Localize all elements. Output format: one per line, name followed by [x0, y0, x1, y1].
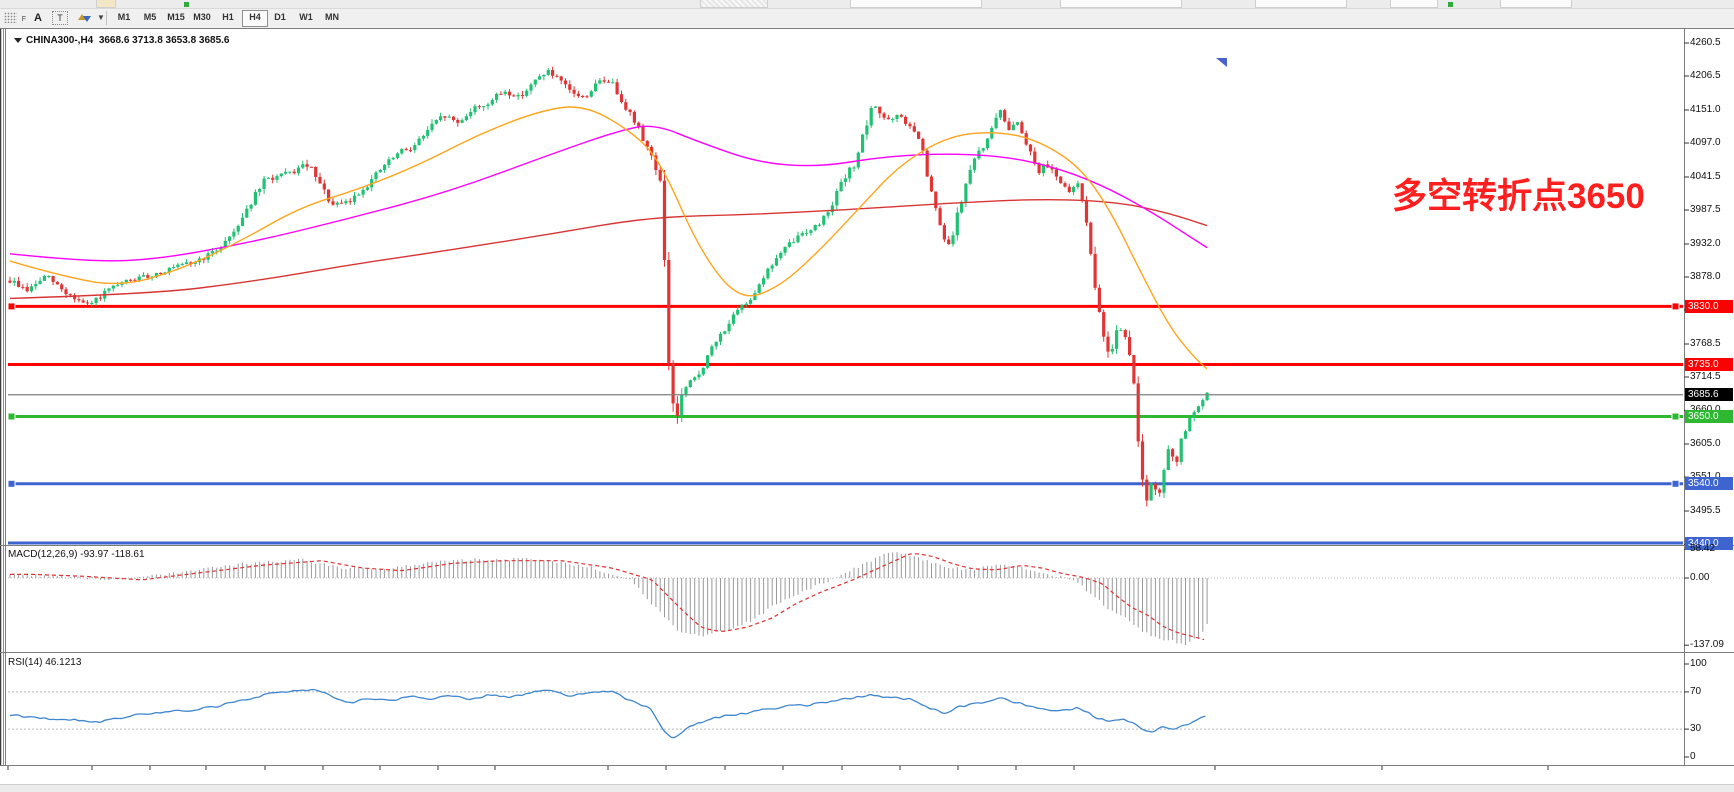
price-tick-label: 3768.5	[1690, 337, 1721, 349]
price-tick-label: 3495.5	[1690, 505, 1721, 517]
clipped-toolbar-row	[0, 0, 1734, 9]
arrows-icon	[77, 14, 86, 20]
rsi-tick-label: 100	[1690, 658, 1707, 669]
window-bottom-edge	[0, 784, 1734, 792]
macd-tick-label: 58.42	[1690, 543, 1716, 555]
level-price-badge: 3650.0	[1685, 409, 1733, 423]
clipped-green-icon	[184, 2, 189, 7]
timeframe-button-m5[interactable]: M5	[143, 12, 157, 22]
timeframe-button-m15[interactable]: M15	[167, 12, 185, 22]
price-tick-label: 3605.0	[1690, 438, 1721, 450]
chart-title: CHINA300-,H4 3668.6 3713.8 3653.8 3685.6	[14, 35, 230, 46]
chart-toolbar: F A T ▼ M1 M5 M15 M30 H1 H4 D1 W1 MN	[0, 9, 1734, 29]
grid-icon	[4, 12, 17, 23]
grid-f-label: F	[21, 16, 26, 23]
price-tick-label: 3932.0	[1690, 237, 1721, 249]
clipped-dropdown	[1390, 0, 1438, 8]
price-tick-label: 4206.5	[1690, 70, 1721, 82]
timeframe-button-w1[interactable]: W1	[299, 12, 313, 22]
price-tick-label: 3878.0	[1690, 271, 1721, 282]
chart-window: CHINA300-,H4 3668.6 3713.8 3653.8 3685.6…	[0, 28, 1734, 784]
text-tool-button[interactable]: T	[52, 10, 68, 26]
toolbar-separator	[106, 11, 107, 25]
rsi-tick-label: 0	[1690, 751, 1696, 762]
clipped-dropdown	[850, 0, 982, 8]
timeframe-button-m30[interactable]: M30	[193, 12, 211, 22]
timeframe-button-h4[interactable]: H4	[242, 10, 268, 27]
price-tick-label: 4151.0	[1690, 103, 1721, 115]
timeframe-button-d1[interactable]: D1	[274, 12, 286, 22]
clipped-pattern-box	[700, 0, 768, 8]
level-price-badge: 3440.0	[1685, 536, 1733, 550]
price-tick-label: 4260.5	[1690, 36, 1721, 48]
arrows-icon-2	[82, 16, 91, 22]
price-tick-label: 4041.5	[1690, 170, 1721, 182]
price-tick-label: 3551.0	[1690, 471, 1721, 482]
clipped-dropdown	[1255, 0, 1347, 8]
label-tool-button[interactable]: A	[30, 10, 46, 26]
macd-tick-label: -137.09	[1690, 639, 1724, 651]
t-icon: T	[52, 11, 68, 25]
symbol-period-label: CHINA300-,H4	[26, 35, 94, 46]
chevron-down-icon	[14, 38, 22, 43]
shapes-tool-button[interactable]	[76, 10, 92, 26]
macd-label: MACD(12,26,9) -93.97 -118.61	[8, 549, 145, 560]
clipped-dropdown	[1060, 0, 1182, 8]
macd-tick-label: 0.00	[1690, 572, 1710, 583]
chevron-down-icon: ▼	[97, 13, 105, 22]
price-tick-label: 3714.5	[1690, 371, 1721, 383]
shapes-dropdown-button[interactable]: ▼	[93, 10, 109, 26]
clipped-icon	[96, 0, 116, 8]
timeframe-button-h1[interactable]: H1	[222, 12, 234, 22]
level-price-badge: 3540.0	[1685, 477, 1733, 491]
rsi-label: RSI(14) 46.1213	[8, 657, 82, 668]
chart-surface[interactable]	[0, 28, 1734, 792]
clipped-dropdown	[1500, 0, 1572, 8]
ohlc-values: 3668.6 3713.8 3653.8 3685.6	[98, 35, 230, 46]
a-icon: A	[34, 12, 42, 24]
scroll-marker-icon	[1216, 58, 1227, 67]
template-grid-button[interactable]: F	[4, 10, 26, 26]
timeframe-button-mn[interactable]: MN	[325, 12, 339, 22]
clipped-green-icon	[1448, 2, 1453, 7]
chart-annotation-text: 多空转折点3650	[1392, 177, 1645, 216]
level-price-badge: 3735.0	[1685, 357, 1733, 371]
current-price-badge: 3685.6	[1685, 388, 1733, 402]
price-tick-label: 4097.0	[1690, 137, 1721, 149]
timeframe-button-m1[interactable]: M1	[117, 12, 131, 22]
price-tick-label: 3987.5	[1690, 204, 1721, 215]
price-tick-label: 3660.0	[1690, 404, 1721, 415]
level-price-badge: 3830.0	[1685, 299, 1733, 313]
rsi-tick-label: 70	[1690, 685, 1702, 697]
rsi-tick-label: 30	[1690, 723, 1702, 735]
